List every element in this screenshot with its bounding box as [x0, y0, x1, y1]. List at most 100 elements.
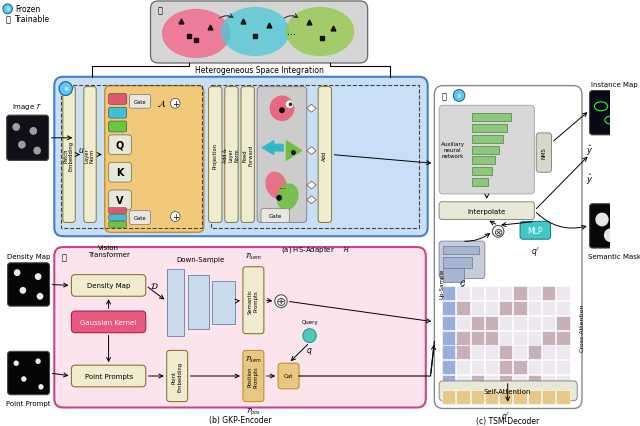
- Circle shape: [38, 384, 44, 390]
- Bar: [485, 331, 498, 345]
- Bar: [442, 390, 455, 403]
- Circle shape: [275, 295, 287, 308]
- Bar: [211, 86, 419, 229]
- Ellipse shape: [162, 10, 230, 59]
- Bar: [542, 375, 556, 389]
- Circle shape: [303, 329, 316, 343]
- Bar: [456, 375, 470, 389]
- Circle shape: [621, 233, 634, 247]
- Text: $\mathcal{G}$: $\mathcal{G}$: [458, 277, 465, 288]
- Text: $\hat{y}$: $\hat{y}$: [586, 143, 593, 158]
- Bar: [443, 257, 472, 268]
- Bar: [528, 375, 541, 389]
- FancyBboxPatch shape: [439, 242, 485, 279]
- Circle shape: [35, 273, 42, 280]
- Bar: [485, 287, 498, 300]
- Circle shape: [276, 196, 282, 201]
- Bar: [542, 287, 556, 300]
- Bar: [556, 360, 570, 374]
- FancyBboxPatch shape: [109, 190, 131, 210]
- Text: $\mathcal{P}_{sem}$: $\mathcal{P}_{sem}$: [245, 354, 262, 364]
- Bar: [485, 316, 498, 330]
- Bar: [472, 179, 488, 187]
- Text: (b) GKP-Encoder: (b) GKP-Encoder: [209, 415, 271, 424]
- Text: MLP: MLP: [527, 226, 543, 235]
- Bar: [472, 135, 503, 144]
- Ellipse shape: [221, 8, 289, 57]
- Bar: [442, 302, 455, 315]
- Circle shape: [279, 108, 285, 114]
- Bar: [442, 360, 455, 374]
- Text: Point
Embedding: Point Embedding: [172, 361, 182, 391]
- Bar: [542, 302, 556, 315]
- Text: Add &
Layer
Norm: Add & Layer Norm: [223, 148, 240, 162]
- Text: $\mathcal{A}$: $\mathcal{A}$: [157, 99, 166, 109]
- Text: Add: Add: [323, 150, 327, 160]
- Text: ...: ...: [278, 181, 286, 190]
- Bar: [470, 390, 484, 403]
- Bar: [470, 375, 484, 389]
- Bar: [513, 345, 527, 360]
- FancyBboxPatch shape: [439, 381, 577, 401]
- Bar: [542, 360, 556, 374]
- Bar: [61, 86, 202, 229]
- FancyBboxPatch shape: [8, 351, 49, 395]
- Text: Patch
Embedding: Patch Embedding: [63, 140, 74, 170]
- Bar: [485, 360, 498, 374]
- Bar: [442, 331, 455, 345]
- Bar: [472, 114, 511, 122]
- Bar: [528, 302, 541, 315]
- Bar: [443, 247, 479, 254]
- Bar: [456, 316, 470, 330]
- FancyBboxPatch shape: [105, 86, 204, 233]
- Bar: [499, 390, 513, 403]
- FancyBboxPatch shape: [109, 94, 127, 105]
- Text: $q'$: $q'$: [531, 245, 540, 257]
- Bar: [456, 345, 470, 360]
- Bar: [528, 360, 541, 374]
- Circle shape: [269, 96, 294, 122]
- Circle shape: [18, 141, 26, 149]
- Text: ❄: ❄: [5, 7, 10, 12]
- Text: 🔥: 🔥: [5, 15, 10, 24]
- Bar: [542, 331, 556, 345]
- FancyBboxPatch shape: [589, 91, 639, 135]
- FancyBboxPatch shape: [129, 211, 150, 225]
- Text: Auxiliary
neural
network: Auxiliary neural network: [440, 142, 465, 158]
- FancyBboxPatch shape: [84, 87, 96, 223]
- Ellipse shape: [277, 184, 298, 211]
- Text: ...: ...: [287, 27, 296, 37]
- Bar: [556, 345, 570, 360]
- Circle shape: [36, 293, 44, 300]
- FancyBboxPatch shape: [150, 2, 368, 64]
- Text: $q$: $q$: [307, 345, 313, 357]
- FancyBboxPatch shape: [129, 95, 150, 109]
- Bar: [470, 316, 484, 330]
- Text: $\mathcal{D}$: $\mathcal{D}$: [150, 281, 158, 291]
- Circle shape: [617, 210, 630, 224]
- Polygon shape: [307, 147, 316, 155]
- Bar: [528, 287, 541, 300]
- Bar: [513, 390, 527, 403]
- FancyBboxPatch shape: [54, 78, 428, 237]
- Polygon shape: [307, 181, 316, 190]
- Text: $\mathcal{P}_{pos}$: $\mathcal{P}_{pos}$: [246, 406, 261, 417]
- FancyBboxPatch shape: [6, 116, 49, 161]
- Bar: [442, 287, 455, 300]
- Text: Density Map: Density Map: [7, 253, 51, 259]
- Bar: [556, 287, 570, 300]
- Text: (c) TSM-Decoder: (c) TSM-Decoder: [476, 416, 540, 425]
- Bar: [485, 302, 498, 315]
- Bar: [556, 390, 570, 403]
- Polygon shape: [307, 196, 316, 204]
- Bar: [470, 302, 484, 315]
- Bar: [472, 157, 495, 165]
- Bar: [513, 287, 527, 300]
- Circle shape: [595, 213, 609, 227]
- Text: Point Prompt: Point Prompt: [6, 400, 51, 406]
- Circle shape: [12, 124, 20, 132]
- Bar: [443, 268, 464, 282]
- Circle shape: [291, 151, 296, 155]
- Bar: [166, 269, 184, 336]
- Bar: [556, 302, 570, 315]
